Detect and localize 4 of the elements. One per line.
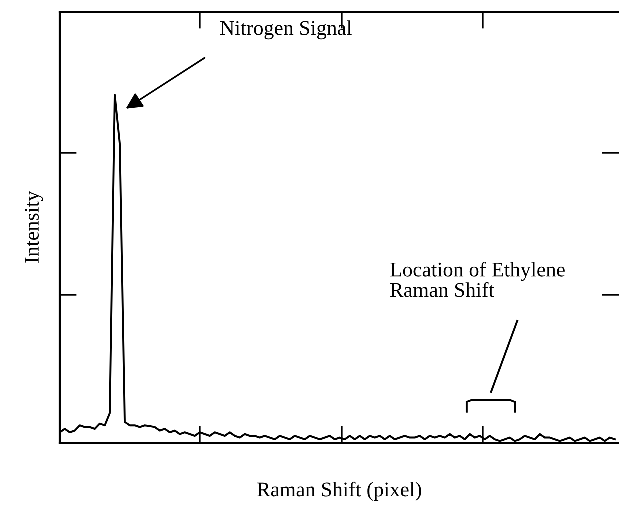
x-axis-title: Raman Shift (pixel) [257,482,422,501]
y-axis-title: Intensity [25,191,44,264]
text: Nitrogen Signal [220,20,352,40]
annotation: Location of Ethylene Raman Shift [390,262,565,298]
